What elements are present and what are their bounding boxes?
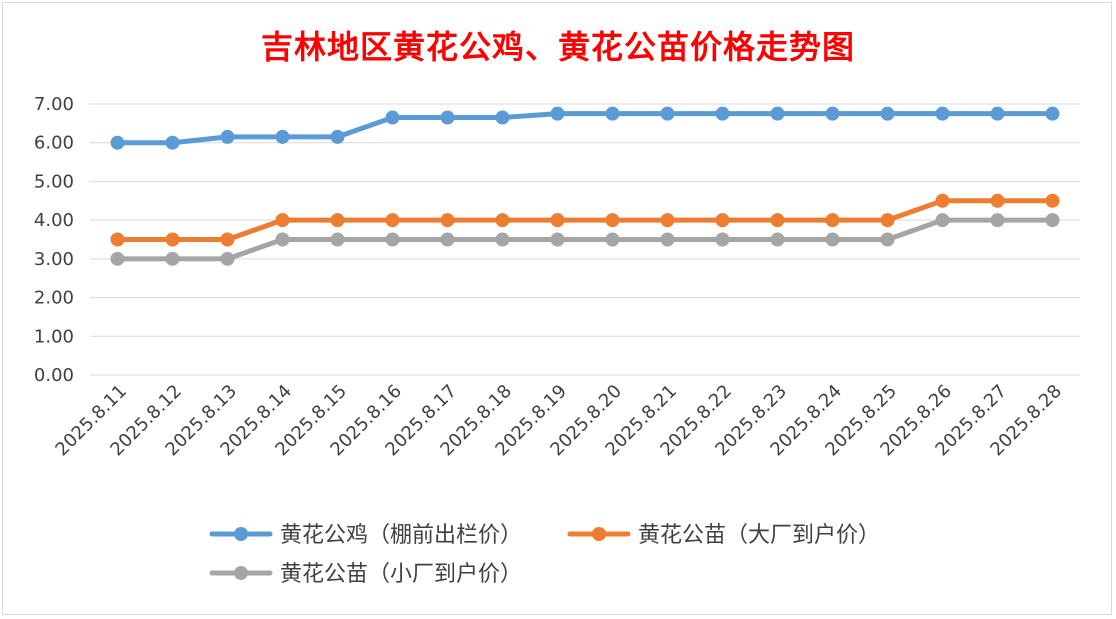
data-point (110, 251, 125, 266)
data-point (605, 232, 620, 247)
legend-label: 黄花公苗（大厂到户价） (638, 523, 880, 548)
data-point (385, 232, 400, 247)
data-point (770, 213, 785, 228)
data-point (275, 213, 290, 228)
data-point (990, 106, 1005, 121)
data-point (880, 106, 895, 121)
data-point (495, 232, 510, 247)
data-point (1045, 213, 1060, 228)
data-point (550, 106, 565, 121)
series-line-1 (115, 111, 1055, 146)
data-point (605, 106, 620, 121)
data-point (935, 193, 950, 208)
data-point (440, 232, 455, 247)
data-point (110, 232, 125, 247)
data-point (330, 129, 345, 144)
data-point (880, 213, 895, 228)
data-point (715, 213, 730, 228)
data-point (1045, 193, 1060, 208)
data-point (550, 232, 565, 247)
data-point (550, 213, 565, 228)
data-point (880, 232, 895, 247)
data-point (275, 232, 290, 247)
data-point (495, 110, 510, 125)
data-point (110, 135, 125, 150)
data-point (165, 232, 180, 247)
y-tick-label: 2.00 (34, 288, 74, 309)
data-point (1045, 106, 1060, 121)
legend-marker (234, 527, 248, 541)
data-point (825, 213, 840, 228)
data-point (495, 213, 510, 228)
data-point (220, 251, 235, 266)
data-point (715, 232, 730, 247)
data-point (605, 213, 620, 228)
data-point (385, 213, 400, 228)
data-point (935, 106, 950, 121)
legend-marker (592, 527, 606, 541)
data-point (275, 129, 290, 144)
data-point (990, 193, 1005, 208)
data-point (330, 232, 345, 247)
data-point (220, 232, 235, 247)
data-point (330, 213, 345, 228)
y-tick-label: 3.00 (34, 249, 74, 270)
legend-marker (234, 566, 248, 580)
data-point (825, 106, 840, 121)
y-tick-label: 0.00 (34, 365, 74, 386)
data-point (660, 106, 675, 121)
data-point (715, 106, 730, 121)
data-point (660, 232, 675, 247)
y-tick-label: 1.00 (34, 326, 74, 347)
chart-title: 吉林地区黄花公鸡、黄花公苗价格走势图 (260, 28, 855, 66)
y-tick-label: 4.00 (34, 210, 74, 231)
y-tick-label: 7.00 (34, 94, 74, 115)
data-point (165, 251, 180, 266)
data-point (440, 110, 455, 125)
data-point (990, 213, 1005, 228)
data-point (165, 135, 180, 150)
legend-label: 黄花公鸡（棚前出栏价） (280, 523, 522, 548)
legend-label: 黄花公苗（小厂到户价） (280, 562, 522, 587)
series-line-2 (115, 198, 1055, 242)
data-point (385, 110, 400, 125)
series-line-3 (115, 217, 1055, 262)
data-point (440, 213, 455, 228)
y-tick-label: 6.00 (34, 133, 74, 154)
data-point (220, 129, 235, 144)
data-point (770, 232, 785, 247)
data-point (935, 213, 950, 228)
data-point (825, 232, 840, 247)
data-point (660, 213, 675, 228)
y-tick-label: 5.00 (34, 171, 74, 192)
data-point (770, 106, 785, 121)
